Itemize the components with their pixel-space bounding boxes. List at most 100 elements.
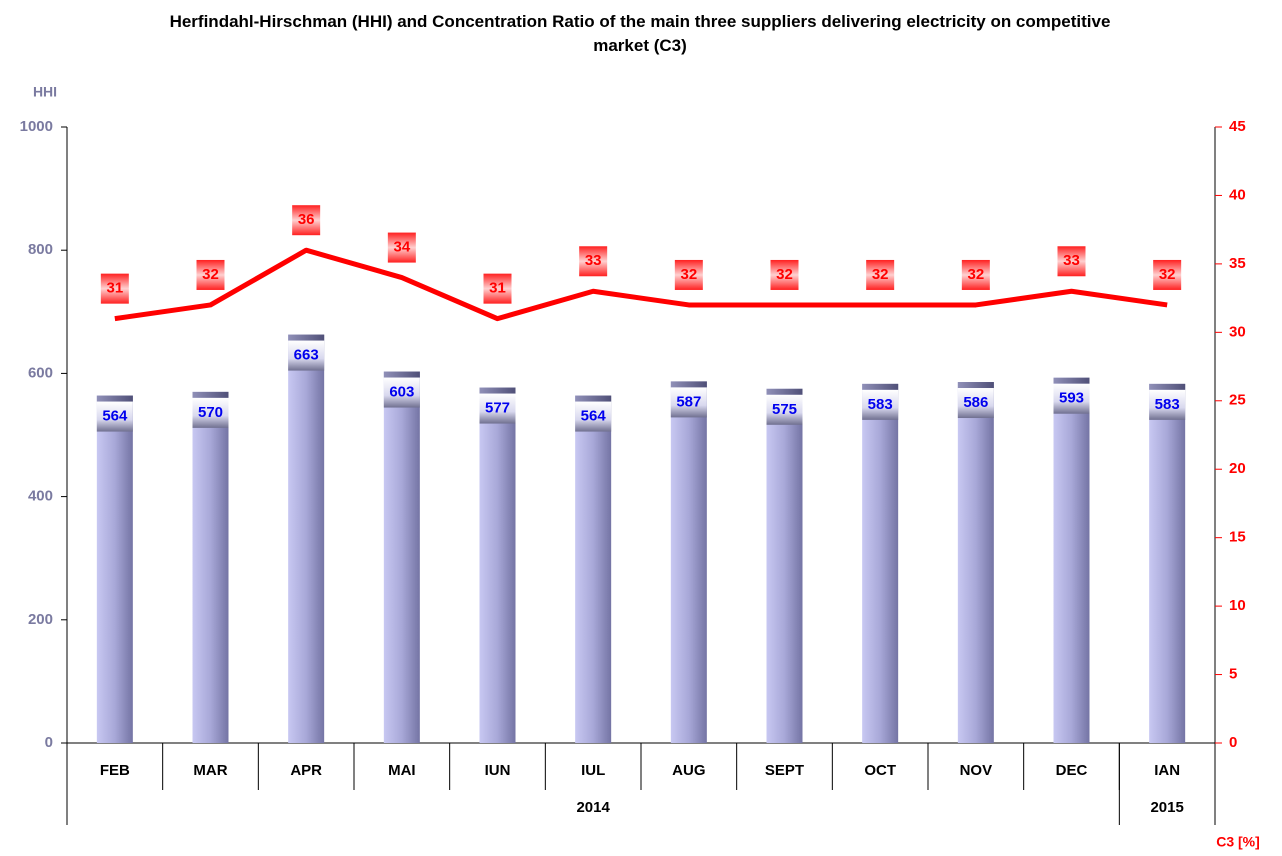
line-value-label: 32 <box>1159 266 1176 283</box>
bar <box>670 381 707 743</box>
bar-label-box <box>96 401 133 432</box>
line-value-label: 34 <box>393 239 410 256</box>
x-tick-label: MAR <box>193 762 227 779</box>
bar <box>862 383 899 743</box>
bar-cap <box>575 395 612 402</box>
line-value-label: 32 <box>680 266 697 283</box>
bar <box>383 371 420 743</box>
bar-label-box <box>1053 383 1090 414</box>
line-label-box <box>866 259 895 290</box>
bar-value-label: 587 <box>676 393 701 410</box>
bar-value-label: 570 <box>198 404 223 421</box>
y2-axis-label: C3 [%] <box>1216 834 1260 850</box>
line-label-box <box>1057 246 1086 277</box>
bar <box>575 395 612 743</box>
line-label-box <box>1153 259 1182 290</box>
bar-label-box <box>288 340 325 371</box>
bar-label-box <box>766 394 803 425</box>
y-tick-label: 400 <box>28 488 53 505</box>
line-value-label: 36 <box>298 211 315 228</box>
x-tick-label: MAI <box>388 762 416 779</box>
bar <box>957 382 994 743</box>
bar-value-label: 577 <box>485 400 510 417</box>
y-tick-label: 1000 <box>20 118 53 135</box>
line-series <box>114 247 1168 322</box>
bar <box>766 388 803 743</box>
bar-cap <box>383 371 420 378</box>
x-tick-label: DEC <box>1056 762 1088 779</box>
y2-tick-label: 40 <box>1229 186 1246 203</box>
x-tick-label: NOV <box>960 762 993 779</box>
bar-cap <box>957 382 994 389</box>
bar-value-label: 583 <box>868 396 893 413</box>
bar-value-label: 663 <box>294 347 319 364</box>
y2-tick-label: 35 <box>1229 255 1246 272</box>
bar-cap <box>479 387 516 394</box>
line-label-box <box>100 273 129 304</box>
bar-label-box <box>383 377 420 408</box>
y2-tick-label: 20 <box>1229 460 1246 477</box>
y-tick-label: 800 <box>28 241 53 258</box>
chart-title: Herfindahl-Hirschman (HHI) and Concentra… <box>169 12 1111 55</box>
x-tick-label: APR <box>290 762 322 779</box>
bar <box>1053 377 1090 743</box>
line-label-box <box>961 259 990 290</box>
bar-value-label: 593 <box>1059 390 1084 407</box>
bar-cap <box>288 334 325 341</box>
x-tick-label: FEB <box>100 762 130 779</box>
bar <box>1149 383 1186 743</box>
bar-label-box <box>862 389 899 420</box>
bar-value-label: 564 <box>581 408 607 425</box>
line-value-label: 32 <box>967 266 984 283</box>
bar-value-label: 603 <box>389 384 414 401</box>
line-value-label: 33 <box>585 252 602 269</box>
line-label-box <box>579 246 608 277</box>
bar-label-box <box>1149 389 1186 420</box>
bar-cap <box>96 395 133 402</box>
x-tick-label: OCT <box>864 762 896 779</box>
x-tick-label: IAN <box>1154 762 1180 779</box>
line-value-label: 31 <box>106 280 123 297</box>
group-label: 2014 <box>576 799 610 816</box>
bar-value-label: 586 <box>963 394 988 411</box>
x-tick-label: AUG <box>672 762 705 779</box>
y2-tick-label: 15 <box>1229 529 1246 546</box>
line-value-label: 33 <box>1063 252 1080 269</box>
bar <box>192 391 229 743</box>
x-tick-label: IUL <box>581 762 605 779</box>
y2-tick-label: 10 <box>1229 597 1246 614</box>
line-label-box <box>483 273 512 304</box>
line-label-box <box>196 259 225 290</box>
y2-tick-label: 5 <box>1229 666 1237 683</box>
bar-value-label: 575 <box>772 401 797 418</box>
line-value-label: 32 <box>872 266 889 283</box>
bar <box>288 334 325 743</box>
bar-label-box <box>575 401 612 432</box>
bar-label-box <box>192 397 229 428</box>
bar-label-box <box>957 388 994 419</box>
bar-cap <box>766 388 803 395</box>
y-tick-label: 200 <box>28 611 53 628</box>
bar-cap <box>862 383 899 390</box>
y2-tick-label: 45 <box>1229 118 1246 135</box>
x-tick-label: SEPT <box>765 762 804 779</box>
bar-cap <box>1149 383 1186 390</box>
y-tick-label: 0 <box>45 734 53 751</box>
line-label-box <box>674 259 703 290</box>
line-label-box <box>292 205 321 236</box>
y-axis-label: HHI <box>33 84 57 100</box>
line-value-label: 31 <box>489 280 506 297</box>
bar-value-label: 564 <box>102 408 128 425</box>
line-label-box <box>770 259 799 290</box>
bar-value-label: 583 <box>1155 396 1180 413</box>
bar-label-box <box>670 387 707 418</box>
bar <box>479 387 516 743</box>
y2-tick-label: 25 <box>1229 392 1246 409</box>
bar-cap <box>1053 377 1090 384</box>
bar-cap <box>670 381 707 388</box>
x-tick-label: IUN <box>485 762 511 779</box>
line-value-label: 32 <box>202 266 219 283</box>
y-tick-label: 600 <box>28 364 53 381</box>
